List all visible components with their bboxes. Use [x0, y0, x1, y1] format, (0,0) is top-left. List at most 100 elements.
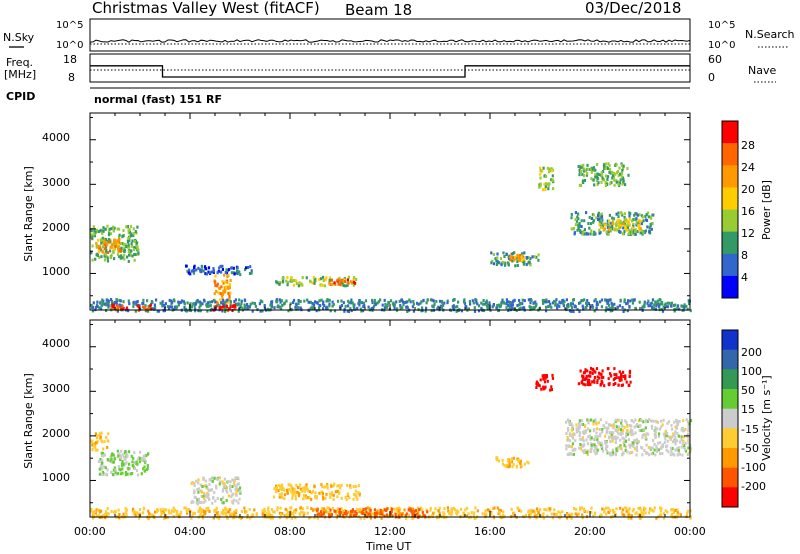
velocity-cell — [602, 375, 605, 379]
power-cell — [592, 220, 595, 224]
velocity-cell — [147, 509, 150, 513]
velocity-cell — [121, 462, 124, 466]
velocity-cell — [596, 427, 599, 431]
power-cell — [122, 229, 125, 233]
velocity-cell — [639, 507, 642, 511]
velocity-cell — [535, 382, 538, 386]
power-cell — [613, 302, 616, 306]
power-cell — [594, 298, 597, 302]
power-cell — [521, 302, 524, 306]
power-cell — [102, 226, 105, 230]
power-cell — [171, 305, 174, 309]
velocity-cell — [496, 506, 499, 510]
power-cell — [110, 227, 113, 231]
power-cell — [621, 306, 624, 309]
power-cell — [230, 271, 233, 275]
power-cell — [597, 181, 600, 185]
power-cell — [632, 228, 635, 232]
power-cell — [312, 276, 315, 279]
power-cell — [603, 222, 606, 226]
velocity-cell — [571, 442, 574, 446]
velocity-cell — [659, 506, 662, 510]
velocity-cell — [114, 468, 117, 472]
velocity-cell — [124, 457, 127, 461]
power-cell — [583, 298, 586, 302]
power-cell — [613, 178, 616, 182]
power-cell — [352, 278, 355, 282]
velocity-cell — [313, 516, 316, 520]
power-cell — [117, 249, 120, 253]
velocity-cell — [352, 485, 355, 489]
velocity-cell — [523, 462, 526, 466]
power-cell — [656, 299, 659, 303]
power-cell — [596, 177, 600, 181]
velocity-cell — [221, 512, 224, 516]
power-cell — [485, 299, 488, 303]
power-cell — [221, 280, 224, 283]
xtick-0800: 08:00 — [274, 525, 306, 538]
power-cell — [548, 300, 551, 304]
power-cell — [110, 300, 113, 303]
power-cell — [554, 303, 557, 307]
velocity-cell — [234, 511, 238, 515]
power-cell — [538, 185, 541, 189]
power-cell — [112, 225, 115, 229]
power-cell — [204, 272, 207, 276]
power-cell — [600, 225, 603, 229]
velocity-cell — [530, 508, 533, 512]
power-cell — [240, 299, 243, 303]
velocity-cell — [356, 508, 359, 512]
power-cell — [506, 300, 509, 304]
power-cell — [119, 249, 122, 253]
power-cell — [606, 177, 609, 181]
power-cell — [101, 240, 104, 244]
velocity-cell — [585, 429, 588, 433]
velocity-cell — [405, 512, 408, 516]
power-cell — [510, 252, 513, 256]
velocity-cell — [617, 432, 620, 436]
power-cell — [371, 301, 374, 305]
power-cell — [518, 258, 521, 262]
power-cell — [426, 298, 429, 302]
power-cell — [109, 240, 112, 244]
velocity-cell — [637, 506, 640, 510]
velocity-cell — [604, 434, 607, 438]
velocity-cell — [291, 494, 294, 497]
velocity-cell — [577, 382, 580, 386]
power-cell — [581, 165, 584, 169]
velocity-cell — [232, 498, 235, 502]
velocity-cell — [555, 513, 558, 516]
power-cell — [626, 299, 630, 303]
velocity-cell — [551, 373, 554, 377]
power-cell — [393, 303, 396, 307]
power-cell — [649, 223, 652, 227]
power-cell — [134, 230, 137, 234]
velocity-cell — [203, 512, 207, 516]
xtick-1200: 12:00 — [374, 525, 406, 538]
velocity-cell — [124, 473, 128, 477]
power-cell — [539, 182, 542, 186]
velocity-cell — [222, 501, 225, 505]
velocity-cell — [597, 371, 601, 375]
power-cell — [227, 291, 230, 295]
power-cell — [229, 279, 232, 282]
power-cell — [292, 279, 295, 283]
velocity-cell — [329, 514, 332, 518]
velocity-cell — [355, 513, 358, 517]
power-cell — [606, 219, 609, 223]
velocity-cell — [106, 468, 109, 472]
velocity-cell — [443, 512, 446, 516]
velocity-cell — [202, 491, 205, 495]
power-cell — [193, 304, 196, 308]
velocity-cell — [139, 457, 142, 461]
power-cell — [640, 222, 643, 226]
velocity-cell — [607, 426, 610, 430]
power-cell — [389, 299, 393, 303]
velocity-colorbar-swatch — [722, 467, 738, 488]
power-cell — [130, 234, 133, 238]
velocity-cell — [620, 374, 623, 378]
power-cbar-tick-4: 4 — [741, 271, 748, 284]
power-cell — [232, 266, 235, 270]
power-cell — [175, 307, 178, 311]
velocity-cell — [566, 512, 569, 515]
